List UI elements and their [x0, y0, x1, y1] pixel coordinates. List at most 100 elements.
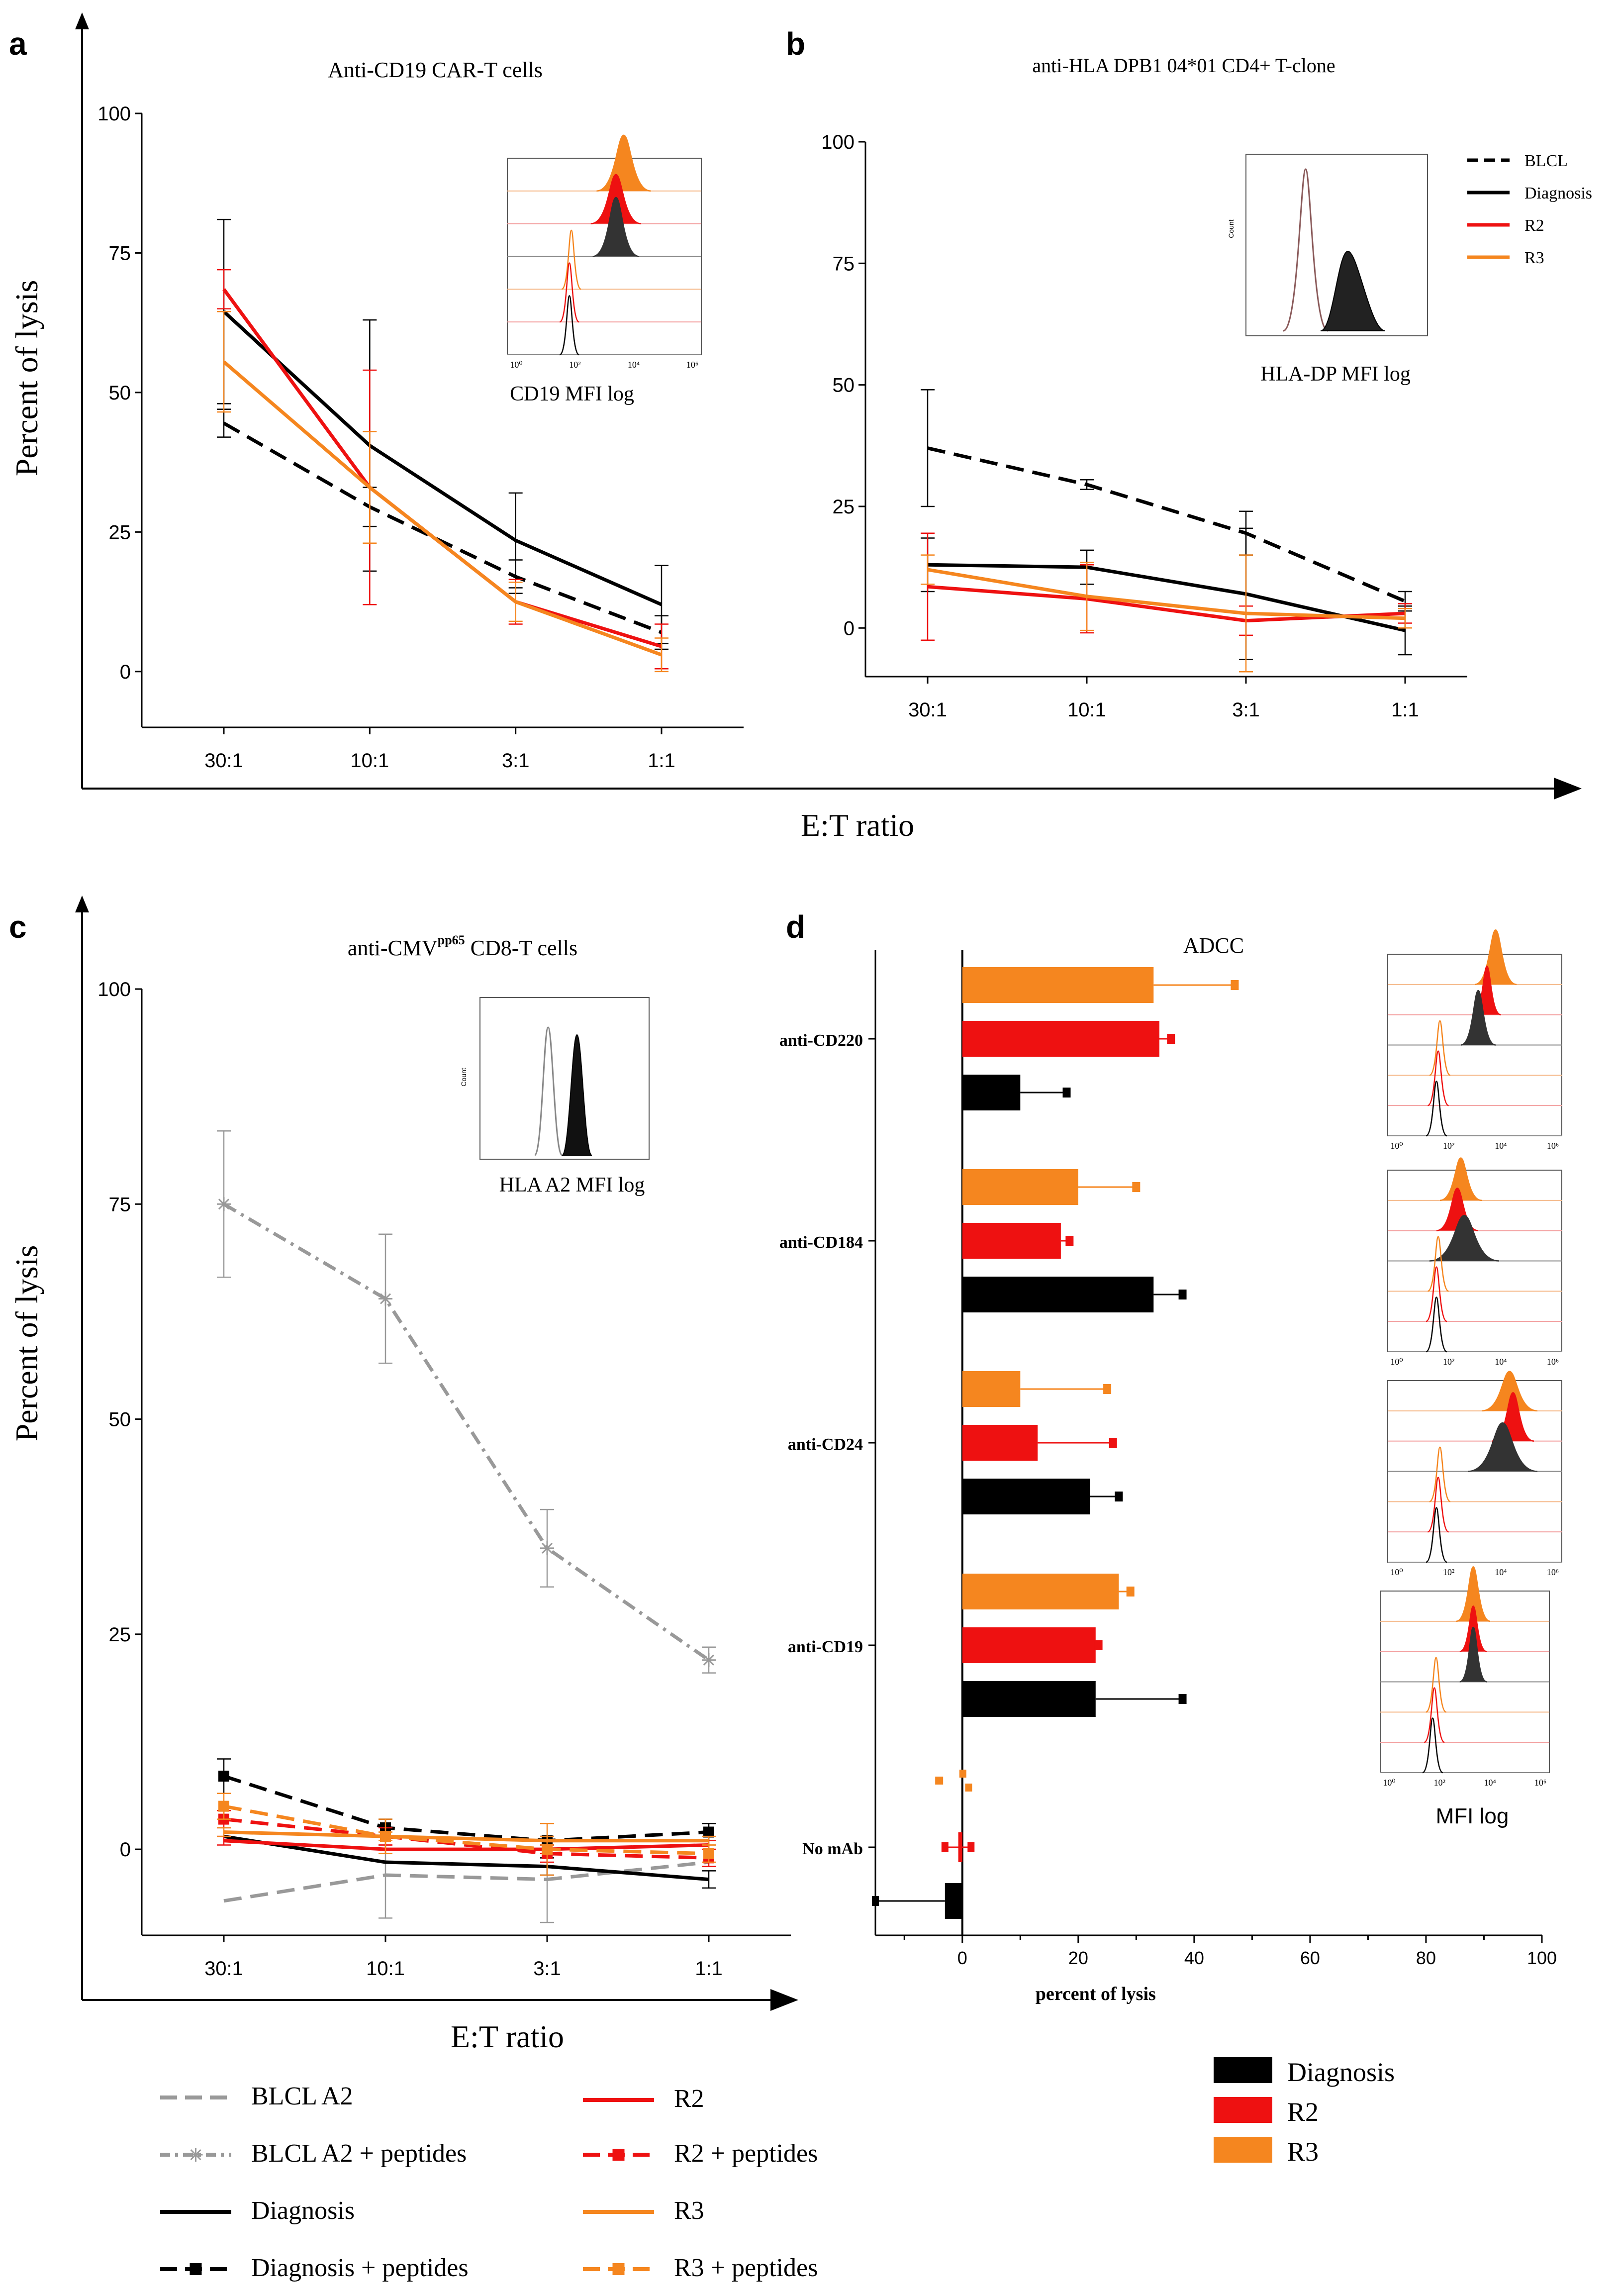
legend-marker — [189, 2148, 203, 2162]
panel-c-flow-inset: Count — [460, 997, 650, 1160]
panel-b-inset-label: HLA-DP MFI log — [1260, 363, 1411, 386]
x-tick-label: 3:1 — [1232, 699, 1260, 721]
legend-label: R3 — [1524, 249, 1544, 267]
series-line — [223, 421, 663, 634]
frame-right-arrow — [1554, 778, 1582, 799]
legend-label: Diagnosis — [1287, 2057, 1395, 2087]
panel-d-title: ADCC — [1183, 933, 1244, 958]
panel-c: 0 25 50 75 100 30:1 10:1 3:1 1:1 — [97, 979, 791, 1980]
inset-histogram-peak — [1427, 1477, 1449, 1533]
title-part: anti-CMV — [348, 936, 438, 960]
inset-histogram-peak — [1460, 990, 1496, 1046]
series-line — [927, 446, 1406, 603]
y-tick-label: 100 — [97, 103, 131, 125]
x-tick-label: 30:1 — [908, 699, 947, 721]
panel-b-flow-inset: Count — [1227, 154, 1428, 336]
category-label: anti-CD220 — [779, 1031, 863, 1050]
x-tick-label: 1:1 — [1391, 699, 1419, 721]
inset-histogram-peak — [596, 134, 651, 192]
inset-tick-label: 10² — [1443, 1141, 1454, 1151]
inset-tick-label: 10⁶ — [1547, 1357, 1559, 1367]
category-label: anti-CD184 — [779, 1233, 863, 1252]
inset-tick-label: 10⁰ — [1390, 1357, 1403, 1367]
panel-d-flow-inset: 10⁰ 10² 10⁴ 10⁶ — [1387, 929, 1562, 1151]
series-blcl-a2-peptides — [217, 1130, 716, 1674]
panel-c-inset-label: HLA A2 MFI log — [499, 1174, 645, 1197]
frame-right-arrow — [770, 1989, 798, 2011]
series-blcl — [217, 408, 668, 650]
inset-tick-label: 10⁶ — [1547, 1567, 1559, 1577]
bar — [962, 1425, 1038, 1461]
series-line — [223, 1834, 709, 1882]
inset-histogram-peak — [559, 295, 580, 356]
error-cap — [1103, 1384, 1112, 1394]
panel-c-y-axis-label: Percent of lysis — [9, 1245, 44, 1442]
inset-histogram-control — [1283, 168, 1329, 332]
y-tick-label: 0 — [120, 1839, 131, 1861]
panel-d-flow-inset: 10⁰ 10² 10⁴ 10⁶ — [1380, 1566, 1550, 1788]
panel-letter-a: a — [9, 26, 27, 62]
y-tick-label: 75 — [833, 253, 855, 275]
y-tick-label: 75 — [109, 242, 131, 264]
bar — [945, 1883, 962, 1919]
bar — [962, 967, 1154, 1003]
error-cap — [872, 1896, 879, 1906]
inset-tick-label: 10⁰ — [1390, 1567, 1403, 1577]
title-superscript: pp65 — [438, 933, 465, 947]
series-diagnosis — [921, 527, 1412, 661]
legend-swatch — [1214, 2057, 1272, 2083]
series-line — [927, 563, 1406, 632]
legend-label: R3 + peptides — [674, 2254, 818, 2282]
frame-up-arrow — [75, 896, 89, 912]
bar — [962, 1371, 1021, 1407]
bar — [962, 1075, 1021, 1110]
inset-histogram-peak — [1459, 1626, 1487, 1683]
inset-histogram-peak — [1439, 1157, 1482, 1201]
bar — [962, 1223, 1061, 1259]
panel-a: 0 25 50 75 100 30:1 10:1 3:1 1:1 — [97, 103, 744, 772]
y-tick-label: 25 — [833, 496, 855, 518]
y-tick-label: 50 — [109, 382, 131, 404]
legend-label: Diagnosis — [1524, 184, 1592, 202]
series-blcl — [921, 389, 1412, 612]
error-cap — [1126, 1587, 1135, 1597]
x-tick-label: 60 — [1300, 1948, 1320, 1968]
legend-label: R2 — [674, 2085, 704, 2113]
inset-tick-label: 10⁰ — [510, 360, 522, 370]
data-point — [218, 1771, 229, 1782]
x-tick-label: 20 — [1068, 1948, 1088, 1968]
inset-tick-label: 10⁴ — [628, 360, 640, 370]
x-tick-label: 1:1 — [695, 1958, 723, 1980]
inset-tick-label: 10² — [1434, 1778, 1445, 1788]
inset-histogram-peak — [1467, 1422, 1538, 1472]
inset-histogram-peak — [592, 197, 640, 257]
series-blcl-a2 — [223, 1831, 709, 1923]
bar — [962, 1169, 1078, 1205]
series-line — [223, 1202, 710, 1662]
inset-frame — [479, 997, 650, 1160]
inset-histogram-peak — [1426, 1081, 1447, 1137]
bar — [962, 1021, 1159, 1057]
panel-a-y-axis-label: Percent of lysis — [9, 280, 44, 477]
error-cap — [941, 1842, 949, 1852]
x-tick-label: 10:1 — [1067, 699, 1106, 721]
inset-tick-label: 10⁴ — [1495, 1567, 1507, 1577]
data-point — [542, 1844, 553, 1855]
error-cap — [1065, 1236, 1074, 1246]
error-cap — [1109, 1438, 1117, 1448]
panel-a-flow-inset: 10⁰ 10² 10⁴ 10⁶ — [507, 134, 702, 370]
category-label: anti-CD19 — [788, 1638, 863, 1656]
inset-count-label: Count — [1227, 219, 1235, 238]
inset-tick-label: 10² — [1443, 1567, 1454, 1577]
x-tick-label: 40 — [1184, 1948, 1204, 1968]
y-tick-label: 0 — [120, 661, 131, 683]
legend-label: Diagnosis — [251, 2196, 355, 2225]
x-tick-label: 30:1 — [204, 1958, 243, 1980]
inset-histogram-peak — [1429, 1214, 1500, 1262]
inset-tick-label: 10⁰ — [1383, 1778, 1395, 1788]
data-point — [702, 1653, 716, 1667]
frame-top — [75, 12, 1582, 799]
legend-label: Diagnosis + peptides — [251, 2254, 469, 2282]
legend-label: R2 — [1287, 2097, 1319, 2127]
panel-d: 0 20 40 60 80 100 percent of lysis anti-CD220 an… — [779, 950, 1557, 2004]
